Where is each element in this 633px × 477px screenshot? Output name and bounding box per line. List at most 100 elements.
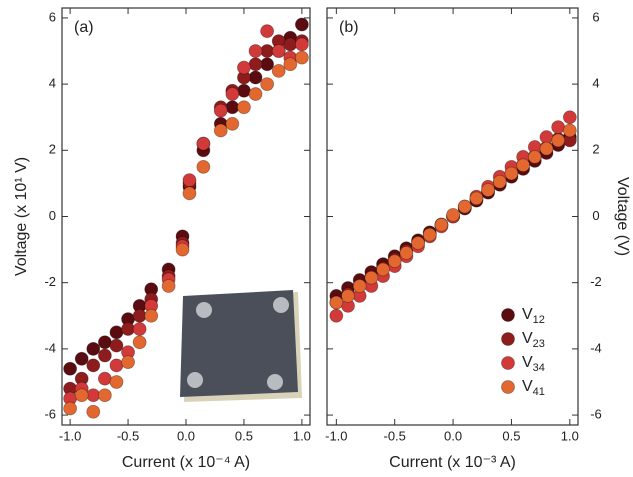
- data-point: [196, 159, 211, 174]
- data-point: [551, 133, 566, 148]
- data-point: [182, 186, 197, 201]
- y-tick-label: 4: [49, 76, 56, 91]
- data-point: [109, 325, 124, 340]
- x-axis-label: Current (x 10⁻⁴ A): [122, 454, 250, 471]
- data-point: [294, 17, 309, 32]
- data-point: [539, 130, 554, 144]
- data-point: [551, 120, 566, 135]
- x-tick-label: 0.5: [235, 428, 253, 443]
- data-point: [562, 123, 577, 138]
- data-point: [63, 401, 78, 416]
- legend-marker: [501, 356, 515, 370]
- y-tick-label: -4: [590, 340, 602, 355]
- data-point: [248, 57, 263, 72]
- y-tick-label: 0: [592, 208, 599, 223]
- legend-label: V41: [522, 378, 545, 398]
- data-point: [446, 207, 460, 222]
- data-point: [225, 100, 240, 115]
- data-point: [86, 358, 101, 373]
- data-point: [161, 279, 176, 293]
- data-point: [376, 262, 390, 277]
- y-tick-label: -2: [590, 274, 602, 289]
- data-point: [97, 388, 112, 403]
- data-point: [469, 191, 484, 206]
- y-tick-label: 6: [592, 9, 599, 24]
- data-point: [237, 60, 251, 75]
- y-tick-label: -6: [44, 407, 56, 422]
- y-tick-label: 4: [592, 76, 599, 91]
- data-point: [260, 77, 275, 92]
- data-point: [539, 141, 554, 156]
- x-tick-label: 0.5: [502, 428, 520, 443]
- data-point: [283, 57, 298, 72]
- legend-label: V23: [522, 330, 545, 350]
- legend-marker: [501, 308, 515, 322]
- data-point: [341, 289, 355, 303]
- y-tick-label: 0: [49, 208, 56, 223]
- data-point: [213, 123, 228, 138]
- y-tick-label: 2: [592, 142, 599, 157]
- data-point: [63, 361, 78, 376]
- data-point: [86, 404, 101, 419]
- data-point: [132, 308, 147, 323]
- data-point: [422, 227, 437, 242]
- data-point: [294, 50, 309, 65]
- data-point: [260, 57, 275, 72]
- x-tick-label: -0.5: [117, 428, 139, 443]
- panel-label: (b): [339, 19, 359, 36]
- data-point: [294, 37, 309, 52]
- data-point: [74, 351, 89, 366]
- data-point: [248, 70, 263, 85]
- x-axis-label: Current (x 10⁻³ A): [389, 454, 516, 471]
- inset-photo: [180, 290, 302, 402]
- data-point: [196, 136, 211, 151]
- data-point: [86, 341, 101, 356]
- y-tick-label: 6: [49, 9, 56, 24]
- data-point: [237, 83, 251, 98]
- data-point: [387, 254, 402, 269]
- data-point: [329, 295, 344, 310]
- data-point: [225, 116, 240, 131]
- data-point: [260, 24, 275, 39]
- panel: -1.0 -0.5 0.0 0.5 1.0 -6 -4 -2 0 2 4 6 (b) Current (x…: [325, 7, 631, 471]
- y-tick-label: -2: [44, 274, 56, 289]
- x-tick-label: 0.0: [177, 428, 195, 443]
- data-point: [109, 338, 124, 353]
- data-point: [248, 44, 263, 58]
- data-point: [248, 87, 263, 101]
- panel: -1.0 -0.5 0.0 0.5 1.0 -6 -4 -2 0 2 4 6 (a) Current (x…: [13, 7, 311, 471]
- data-point: [144, 308, 159, 323]
- data-point: [481, 183, 496, 197]
- data-point: [109, 358, 124, 373]
- data-point: [352, 279, 367, 293]
- data-point: [271, 63, 286, 78]
- x-tick-label: -0.5: [384, 428, 406, 443]
- legend-label: V34: [522, 354, 545, 374]
- data-point: [132, 322, 147, 336]
- data-point: [283, 37, 298, 52]
- data-point: [86, 388, 101, 403]
- legend-label: V12: [522, 306, 545, 326]
- y-axis-label: Voltage (x 10¹ V): [13, 157, 30, 276]
- y-tick-label: -6: [590, 407, 602, 422]
- data-point: [364, 270, 379, 285]
- x-tick-label: -1.0: [325, 428, 347, 443]
- x-tick-label: 0.0: [444, 428, 462, 443]
- data-point: [97, 348, 112, 363]
- data-point: [411, 236, 425, 250]
- data-point: [109, 375, 124, 389]
- data-point: [132, 335, 147, 350]
- legend-marker: [501, 380, 515, 394]
- data-point: [527, 150, 542, 164]
- data-point: [74, 388, 89, 403]
- data-point: [121, 322, 135, 336]
- data-point: [504, 166, 519, 181]
- data-point: [237, 100, 251, 115]
- data-point: [175, 242, 190, 257]
- data-point: [457, 199, 472, 214]
- panel-label: (a): [74, 19, 94, 36]
- x-tick-label: 1.0: [293, 428, 311, 443]
- data-point: [434, 217, 449, 232]
- data-point: [271, 44, 286, 58]
